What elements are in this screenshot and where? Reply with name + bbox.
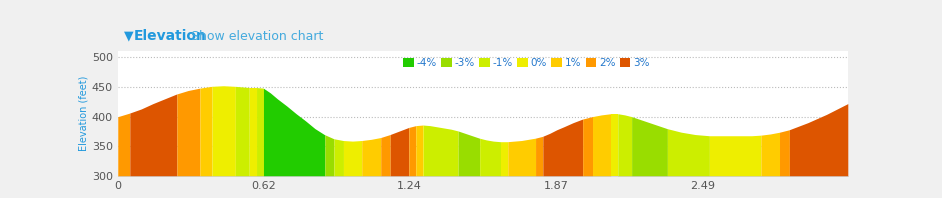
Text: ▼: ▼	[123, 30, 133, 43]
Text: Elevation: Elevation	[134, 29, 206, 43]
Y-axis label: Elevation (feet): Elevation (feet)	[79, 76, 89, 151]
Text: Show elevation chart: Show elevation chart	[190, 30, 323, 43]
Legend: -4%, -3%, -1%, 0%, 1%, 2%, 3%: -4%, -3%, -1%, 0%, 1%, 2%, 3%	[399, 54, 654, 72]
